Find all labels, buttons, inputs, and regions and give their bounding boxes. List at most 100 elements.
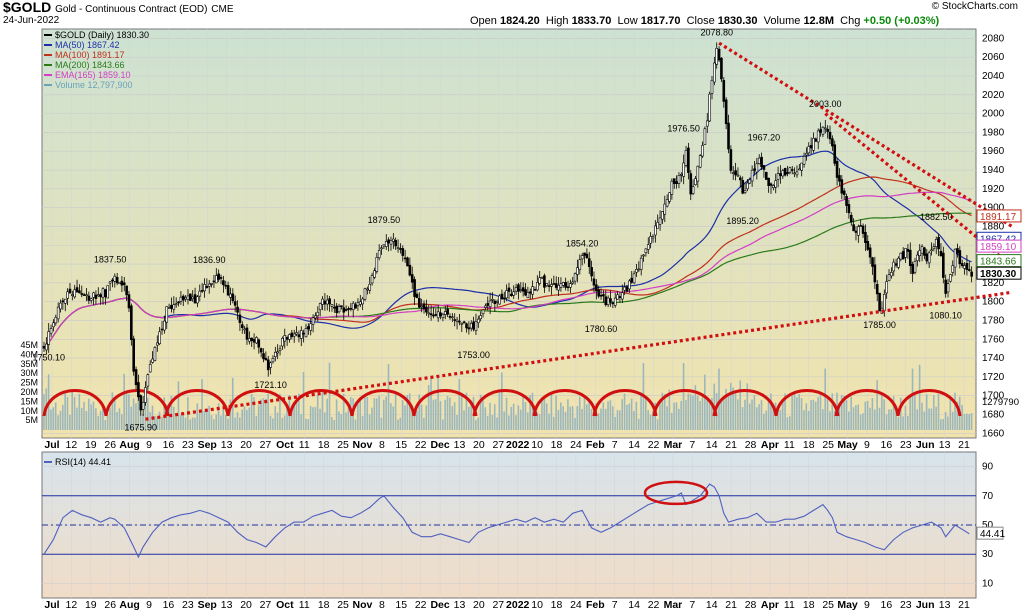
candle-body — [526, 291, 530, 299]
volume-bar — [364, 397, 366, 430]
volume-bar — [885, 414, 888, 430]
candle-body — [477, 318, 480, 324]
candle-body — [186, 295, 190, 300]
date-axis-label: 20 — [473, 439, 485, 451]
date-axis-label: 2022 — [506, 439, 530, 451]
volume-bar — [498, 392, 501, 430]
volume-bar — [95, 408, 97, 430]
volume-bar — [935, 406, 937, 430]
candle-body — [137, 382, 140, 398]
candle-body — [847, 204, 851, 214]
volume-bar — [482, 399, 484, 430]
volume-bar — [711, 397, 713, 430]
volume-bar — [564, 411, 567, 430]
candle-body — [769, 183, 773, 186]
volume-bar — [135, 403, 137, 430]
volume-bar — [961, 405, 963, 430]
candle-body — [857, 226, 860, 236]
volume-bar — [347, 407, 350, 430]
candle-body — [408, 264, 412, 276]
volume-bar — [50, 409, 52, 430]
candle-body — [153, 347, 157, 361]
volume-bar — [661, 392, 664, 430]
date-axis-label: May — [837, 599, 858, 611]
candle-body — [472, 321, 475, 330]
volume-bar — [892, 396, 895, 430]
price-tick-label: 1960 — [982, 146, 1005, 157]
cycle-arc — [774, 389, 840, 417]
volume-bar — [283, 415, 286, 430]
candle-body — [524, 289, 527, 296]
date-axis-label: 21 — [725, 599, 737, 611]
date-axis-label: Feb — [586, 599, 605, 611]
candle-body — [340, 305, 343, 307]
candle-body — [384, 241, 388, 247]
date-axis-label: 14 — [628, 599, 640, 611]
candle-body — [547, 285, 551, 287]
volume-bar — [678, 408, 680, 430]
volume-bar — [529, 395, 531, 430]
candle-body — [259, 348, 263, 353]
legend-entry: MA(100) 1891.17 — [55, 50, 125, 60]
volume-bar — [663, 394, 666, 430]
volume-bar — [637, 418, 640, 430]
volume-bar — [401, 400, 404, 430]
volume-bar — [555, 395, 557, 430]
candle-body — [394, 240, 398, 247]
price-tick-label: 1980 — [982, 127, 1005, 138]
volume-bar — [829, 411, 831, 430]
volume-bar — [463, 410, 465, 430]
volume-bar — [180, 415, 182, 430]
volume-bar — [708, 400, 711, 430]
candle-body — [899, 252, 903, 260]
candle-body — [455, 319, 459, 322]
candle-body — [908, 249, 912, 267]
volume-bar — [611, 406, 614, 430]
volume-bar — [895, 406, 897, 430]
candle-body — [616, 294, 619, 300]
candle-body — [793, 172, 796, 175]
volume-bar — [229, 399, 232, 430]
volume-bar — [517, 405, 520, 430]
date-axis-label: Sep — [198, 439, 217, 451]
price-tick-label: 1680 — [982, 409, 1005, 420]
support-trendline — [145, 290, 1013, 421]
candle-body — [663, 203, 667, 215]
volume-bar — [161, 416, 163, 430]
volume-bar — [734, 392, 737, 430]
volume-bar — [515, 415, 517, 430]
candle-body — [342, 307, 346, 313]
volume-bar — [411, 405, 413, 430]
candle-body — [814, 138, 818, 142]
legend-entry: MA(50) 1867.42 — [55, 40, 120, 50]
volume-bar — [845, 399, 848, 430]
candle-body — [115, 276, 119, 284]
volume-bar — [536, 412, 539, 430]
volume-bar — [704, 374, 706, 430]
volume-bar — [123, 373, 125, 430]
volume-bar — [694, 385, 697, 430]
volume-bar — [519, 409, 522, 430]
volume-bar — [241, 409, 243, 430]
candle-body — [502, 297, 506, 300]
date-axis-label: 14 — [628, 439, 640, 451]
volume-bar — [423, 417, 425, 430]
volume-bar — [111, 392, 114, 430]
candle-body — [106, 285, 110, 299]
candle-body — [200, 290, 204, 292]
candle-body — [625, 286, 629, 292]
volume-bar — [588, 399, 590, 430]
candle-body — [630, 277, 634, 283]
candle-body — [179, 296, 183, 302]
volume-bar — [201, 379, 203, 430]
candle-body — [559, 283, 563, 288]
candle-body — [583, 252, 586, 256]
price-tick-label: 1800 — [982, 297, 1005, 308]
candle-body — [127, 294, 131, 309]
date-axis-label: 11 — [299, 599, 310, 611]
candle-body — [578, 259, 582, 270]
volume-bar — [640, 392, 642, 430]
candle-body — [347, 308, 350, 310]
price-annotation: 1879.50 — [368, 215, 401, 225]
